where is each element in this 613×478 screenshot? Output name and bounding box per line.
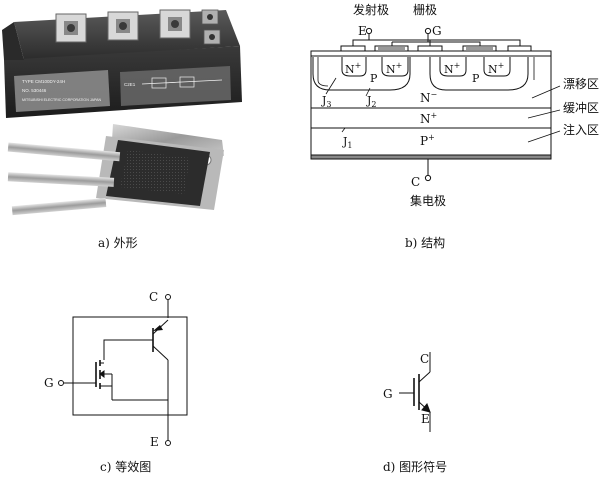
module-terminals — [55, 9, 221, 45]
collector-terminal-dot — [424, 174, 432, 182]
module-label-line2: NO. 530446 — [22, 88, 47, 93]
injection-region-label: 注入区 — [563, 122, 599, 137]
p-plus-label: P+ — [420, 133, 435, 148]
module-side-mark: C2E1 — [124, 82, 136, 87]
module-label-line3: MITSUBISHI ELECTRIC CORPORATION JAPAN — [22, 98, 102, 102]
emitter-terminal-dot — [365, 27, 373, 35]
panel-d-labels: C E G — [383, 352, 430, 426]
symbol-c-letter: C — [420, 352, 429, 366]
caption-a: a) 外形 — [98, 236, 138, 250]
collector-metal — [310, 154, 552, 160]
p-well-left — [312, 57, 411, 91]
gate-bus — [391, 34, 481, 46]
equiv-g-letter: G — [44, 376, 54, 390]
n-minus-label: N− — [420, 90, 437, 105]
equivalent-circuit-box — [72, 316, 188, 416]
leader-drift — [531, 85, 561, 99]
p-label-right: P — [472, 72, 480, 85]
emitter-bus — [352, 34, 521, 46]
gate-letter: G — [432, 24, 442, 38]
drift-region-label: 漂移区 — [563, 77, 599, 91]
gate-terminal-dot — [424, 27, 432, 35]
emitter-contact-2 — [417, 45, 443, 51]
n-plus-pocket-3 — [439, 57, 467, 77]
n-plus-buffer-label: N+ — [420, 111, 437, 126]
n-plus-label-1: N+ — [345, 61, 361, 76]
panel-a-photo: TYPE CM100DY-24H NO. 530446 MITSUBISHI E… — [2, 9, 242, 216]
n-plus-pocket-1 — [341, 57, 367, 77]
n-plus-label-4: N+ — [488, 61, 504, 76]
junction-j2: J2 — [366, 94, 377, 109]
p-plus-edge-left — [317, 57, 329, 87]
junction-j3: J3 — [321, 94, 332, 109]
n-plus-pocket-4 — [483, 57, 511, 77]
panel-c-equivalent-circuit — [58, 294, 188, 446]
panel-c-labels: C E G — [44, 290, 159, 449]
caption-c: c) 等效图 — [100, 459, 151, 474]
igbt-module-photo: TYPE CM100DY-24H NO. 530446 MITSUBISHI E… — [2, 9, 242, 118]
module-schematic-sticker: C2E1 — [120, 66, 231, 106]
emitter-letter: E — [358, 24, 367, 38]
collector-letter: C — [411, 175, 420, 189]
p-well-right — [429, 57, 529, 91]
to247-package-photo — [7, 124, 224, 216]
symbol-e-letter: E — [421, 412, 430, 426]
caption-b: b) 结构 — [405, 235, 445, 250]
panel-d-symbol — [399, 352, 431, 432]
module-label-sticker: TYPE CM100DY-24H NO. 530446 MITSUBISHI E… — [14, 70, 110, 112]
emitter-title: 发射极 — [353, 2, 389, 17]
panel-b-labels: 发射极 栅极 E G N+ N+ N+ N+ P P J3 J2 N− N+ J… — [321, 2, 599, 208]
equiv-c-letter: C — [149, 290, 158, 304]
caption-d: d) 图形符号 — [383, 459, 447, 474]
panel-b-structure — [310, 27, 561, 182]
p-label-left: P — [370, 72, 378, 85]
n-plus-pocket-2 — [381, 57, 409, 77]
buffer-region-label: 缓冲区 — [563, 100, 599, 115]
gate-title: 栅极 — [413, 2, 437, 17]
leader-injection — [527, 130, 561, 143]
module-label-line1: TYPE CM100DY-24H — [22, 79, 65, 84]
emitter-contact-1 — [340, 45, 366, 51]
n-plus-label-3: N+ — [444, 61, 460, 76]
leader-buffer — [527, 109, 561, 119]
symbol-g-letter: G — [383, 387, 393, 401]
collector-title: 集电极 — [410, 193, 446, 208]
n-plus-label-2: N+ — [386, 61, 402, 76]
emitter-contact-3 — [507, 45, 532, 51]
junction-j1: J1 — [342, 135, 353, 150]
equiv-e-letter: E — [150, 435, 159, 449]
